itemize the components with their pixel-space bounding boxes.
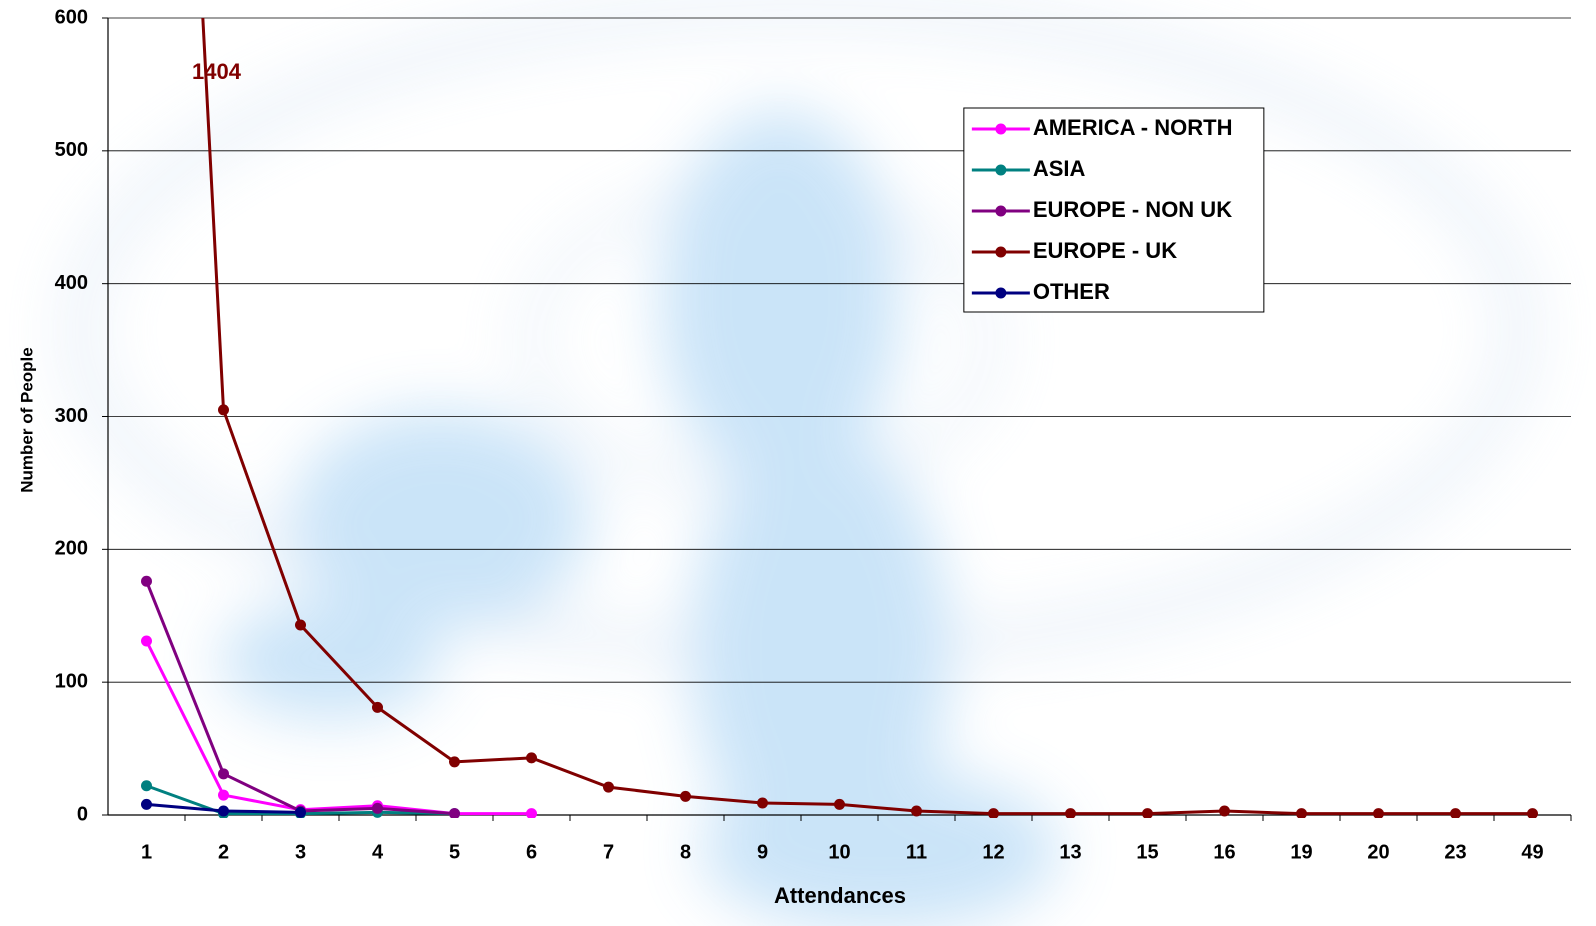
data-point — [988, 808, 999, 818]
legend-label: EUROPE - NON UK — [1033, 197, 1232, 222]
y-axis-title: Number of People — [17, 347, 36, 492]
x-tick-label: 23 — [1444, 841, 1466, 863]
x-tick-label: 4 — [372, 841, 384, 863]
data-point — [1296, 808, 1307, 818]
x-tick-label: 6 — [526, 841, 537, 863]
y-tick-label: 300 — [55, 405, 88, 427]
data-point — [141, 780, 152, 792]
y-tick-label: 200 — [55, 538, 88, 560]
data-point — [1065, 808, 1076, 818]
data-point — [526, 752, 537, 764]
data-point — [603, 781, 614, 793]
legend-marker — [995, 123, 1007, 135]
data-point — [449, 808, 460, 818]
x-tick-label: 11 — [906, 841, 927, 863]
legend-label: AMERICA - NORTH — [1033, 115, 1233, 140]
data-point — [449, 756, 460, 768]
data-point — [1373, 808, 1384, 818]
x-tick-label: 12 — [982, 841, 1004, 863]
y-tick-label: 500 — [55, 139, 88, 161]
data-point — [372, 802, 383, 814]
data-point — [1142, 808, 1153, 818]
x-tick-label: 5 — [449, 841, 460, 863]
data-point — [218, 789, 229, 801]
x-tick-label: 16 — [1213, 841, 1235, 863]
data-point — [141, 635, 152, 647]
data-point — [911, 805, 922, 817]
x-tick-label: 3 — [295, 841, 306, 863]
data-point — [757, 797, 768, 809]
x-tick-label: 2 — [218, 841, 229, 863]
data-point — [1219, 805, 1230, 817]
legend-label: OTHER — [1033, 279, 1110, 304]
data-point — [1527, 808, 1538, 818]
x-axis-title: Attendances — [774, 883, 906, 908]
x-tick-label: 9 — [757, 841, 768, 863]
background-watermark — [65, 0, 1535, 926]
y-tick-label: 0 — [77, 803, 88, 825]
data-point — [834, 798, 845, 810]
legend-marker — [995, 246, 1007, 258]
x-tick-label: 15 — [1136, 841, 1158, 863]
data-label: 1404 — [192, 59, 242, 84]
legend-label: EUROPE - UK — [1033, 238, 1177, 263]
x-tick-label: 1 — [141, 841, 152, 863]
data-point — [218, 404, 229, 416]
data-point — [372, 701, 383, 713]
x-tick-label: 8 — [680, 841, 691, 863]
legend-label: ASIA — [1033, 156, 1086, 181]
data-point — [141, 798, 152, 810]
data-point — [1450, 808, 1461, 818]
data-point — [141, 575, 152, 587]
legend-marker — [995, 205, 1007, 217]
x-tick-label: 10 — [828, 841, 850, 863]
plot-area — [141, 18, 1538, 818]
x-tick-label: 49 — [1521, 841, 1543, 863]
data-point — [218, 768, 229, 780]
legend-marker — [995, 164, 1007, 176]
y-tick-label: 600 — [55, 6, 88, 28]
data-point — [218, 805, 229, 817]
y-tick-label: 100 — [55, 670, 88, 692]
data-point — [295, 619, 306, 631]
series-line — [145, 640, 532, 816]
data-point — [295, 806, 306, 818]
x-tick-label: 20 — [1367, 841, 1389, 863]
data-point — [526, 808, 537, 818]
x-tick-label: 19 — [1290, 841, 1312, 863]
x-tick-label: 7 — [603, 841, 614, 863]
y-tick-label: 400 — [55, 272, 88, 294]
data-point — [680, 790, 691, 802]
legend-marker — [995, 287, 1007, 299]
x-tick-label: 13 — [1059, 841, 1081, 863]
